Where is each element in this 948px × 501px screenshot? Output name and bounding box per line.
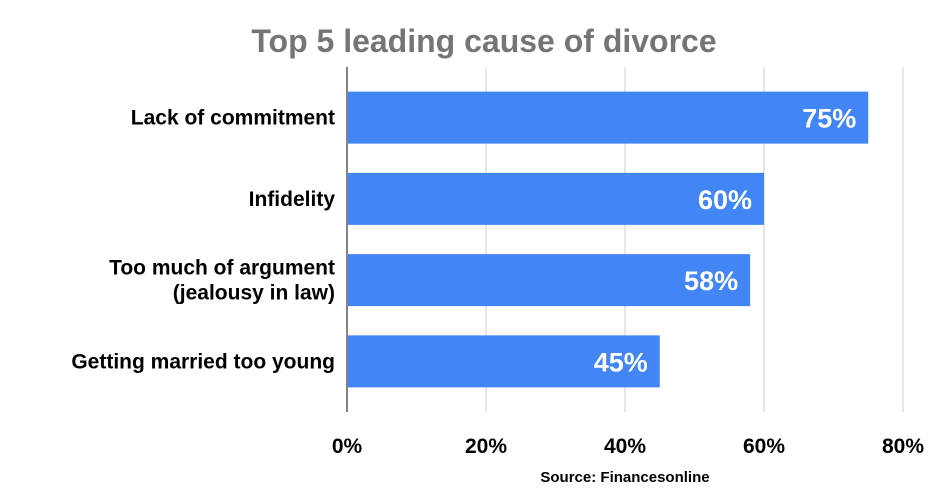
data-label: 45% (594, 347, 648, 377)
data-label: 60% (698, 185, 752, 215)
x-tick-label: 80% (882, 435, 924, 458)
bar (348, 254, 751, 307)
bar (348, 172, 764, 225)
category-label: Infidelity (249, 188, 336, 211)
data-label: 75% (802, 104, 856, 134)
data-label: 58% (684, 266, 738, 296)
chart-title: Top 5 leading cause of divorce (251, 23, 716, 59)
x-tick-label: 60% (743, 435, 785, 458)
labels: 0% 20% 40% 60% 80% 75% Lack of commitment 60% In… (71, 104, 924, 458)
bars (348, 91, 869, 388)
category-label: Lack of commitment (131, 107, 335, 130)
category-label: Too much of argument (109, 257, 335, 280)
x-tick-label: 20% (465, 435, 507, 458)
category-label: (jealousy in law) (173, 282, 335, 305)
x-tick-label: 40% (604, 435, 646, 458)
category-label: Getting married too young (71, 350, 335, 373)
bar (348, 335, 660, 388)
x-tick-label: 0% (332, 435, 363, 458)
bar (348, 91, 869, 144)
source-note: Source: Financesonline (540, 469, 709, 486)
